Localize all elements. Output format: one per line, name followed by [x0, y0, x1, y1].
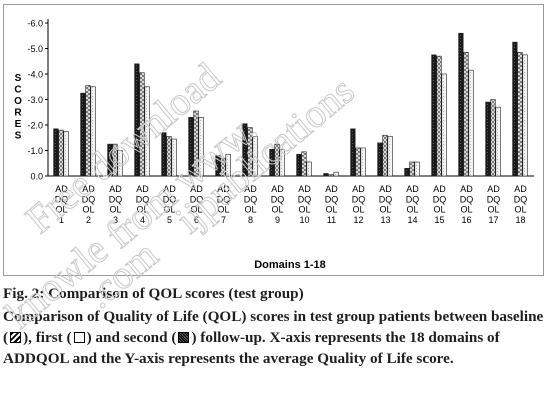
y-tick-label: -2.0	[27, 121, 43, 131]
baseline-bar	[296, 154, 302, 177]
first-followup-bar	[490, 99, 496, 177]
x-tick-label: AD DQ OL 1	[55, 184, 69, 225]
baseline-bar	[215, 155, 221, 177]
baseline-bar	[107, 143, 113, 177]
baseline-bar	[53, 128, 59, 177]
second-followup-bar	[63, 131, 69, 177]
second-followup-bar	[468, 69, 474, 177]
second-followup-bar	[117, 150, 123, 177]
x-tick-label: AD DQ OL 4	[136, 184, 150, 225]
baseline-bar	[323, 173, 329, 177]
baseline-bar	[377, 142, 383, 177]
first-followup-bar	[247, 127, 253, 177]
x-axis-label: Domains 1-18	[254, 259, 326, 271]
second-followup-bar	[522, 54, 528, 177]
first-followup-bar	[328, 174, 334, 177]
first-followup-bar	[274, 143, 280, 177]
first-followup-bar	[355, 147, 361, 177]
first-followup-bar	[409, 161, 415, 177]
y-tick-label: -5.0	[27, 44, 43, 54]
second-followup-bar	[225, 154, 231, 177]
x-tick-label: AD DQ OL 15	[433, 184, 447, 225]
y-tick-label: -4.0	[27, 70, 43, 80]
x-tick-label: AD DQ OL 5	[163, 184, 177, 225]
baseline-bar	[404, 168, 410, 177]
second-followup-bar	[198, 117, 204, 177]
first-followup-bar	[166, 136, 172, 177]
x-tick-label: AD DQ OL 16	[460, 184, 474, 225]
second-followup-bar	[252, 136, 258, 177]
second-followup-bar	[495, 106, 501, 177]
baseline-bar	[269, 148, 275, 177]
x-tick-label: AD DQ OL 6	[190, 184, 204, 225]
first-followup-bar	[220, 157, 226, 177]
baseline-bar	[350, 128, 356, 177]
second-swatch-icon	[178, 332, 190, 343]
baseline-bar	[458, 32, 464, 177]
first-followup-bar	[193, 110, 199, 177]
first-followup-bar	[139, 72, 145, 177]
caption-text-3: ) and second (	[86, 329, 177, 346]
baseline-bar	[80, 92, 86, 177]
first-followup-bar	[85, 85, 91, 177]
baseline-bar	[485, 101, 491, 177]
x-tick-label: AD DQ OL 9	[271, 184, 285, 225]
baseline-bar	[242, 123, 248, 177]
baseline-swatch-icon	[10, 332, 22, 343]
second-followup-bar	[387, 136, 393, 177]
x-tick-label: AD DQ OL 17	[487, 184, 501, 225]
caption-text-2: ), first (	[23, 329, 72, 346]
first-followup-bar	[382, 134, 388, 177]
second-followup-bar	[360, 147, 366, 177]
baseline-bar	[512, 41, 518, 177]
caption-text-4: ) follow-up. X-axis represents the 18 do…	[3, 329, 500, 367]
second-followup-bar	[306, 161, 312, 177]
x-tick-label: AD DQ OL 7	[217, 184, 231, 225]
figure-title: Fig. 2: Comparison of QOL scores (test g…	[3, 285, 304, 302]
second-followup-bar	[441, 73, 447, 177]
x-tick-label: AD DQ OL 11	[325, 184, 339, 225]
bar-chart: 0.0 -1.0 -2.0 -3.0 -4.0 -5.0 -6.0 AD DQ OL 1 AD DQ O…	[14, 19, 534, 271]
chart-container: 0.0 -1.0 -2.0 -3.0 -4.0 -5.0 -6.0 AD DQ OL 1 AD DQ O…	[3, 4, 544, 276]
x-tick-label: AD DQ OL 13	[379, 184, 393, 225]
second-followup-bar	[171, 138, 177, 177]
first-followup-bar	[112, 143, 118, 177]
x-tick-label: AD DQ OL 12	[352, 184, 366, 225]
x-tick-label: AD DQ OL 3	[109, 184, 123, 225]
baseline-bar	[188, 117, 194, 177]
first-followup-bar	[463, 52, 469, 177]
second-followup-bar	[414, 161, 420, 177]
y-tick-label: 0.0	[30, 172, 43, 182]
second-followup-bar	[144, 86, 150, 177]
second-followup-bar	[90, 86, 96, 177]
x-tick-label: AD DQ OL 10	[298, 184, 312, 225]
first-followup-bar	[58, 129, 64, 177]
y-tick-label: -3.0	[27, 95, 43, 105]
first-followup-bar	[301, 151, 307, 177]
baseline-bar	[134, 63, 140, 177]
baseline-bar	[161, 132, 167, 177]
x-tick-label: AD DQ OL 2	[82, 184, 96, 225]
first-swatch-icon	[73, 332, 85, 343]
x-tick-label: AD DQ OL 14	[406, 184, 420, 225]
second-followup-bar	[279, 148, 285, 177]
second-followup-bar	[333, 171, 339, 177]
y-tick-label: -6.0	[27, 19, 43, 29]
first-followup-bar	[517, 52, 523, 177]
first-followup-bar	[436, 55, 442, 177]
baseline-bar	[431, 54, 437, 177]
caption-text-1: Comparison of Quality of Life (QOL) scor…	[3, 308, 544, 346]
x-tick-label: AD DQ OL 8	[244, 184, 258, 225]
y-tick-label: -1.0	[27, 146, 43, 156]
x-tick-label: AD DQ OL 18	[514, 184, 528, 225]
figure-caption: Fig. 2: Comparison of QOL scores (test g…	[3, 283, 545, 369]
